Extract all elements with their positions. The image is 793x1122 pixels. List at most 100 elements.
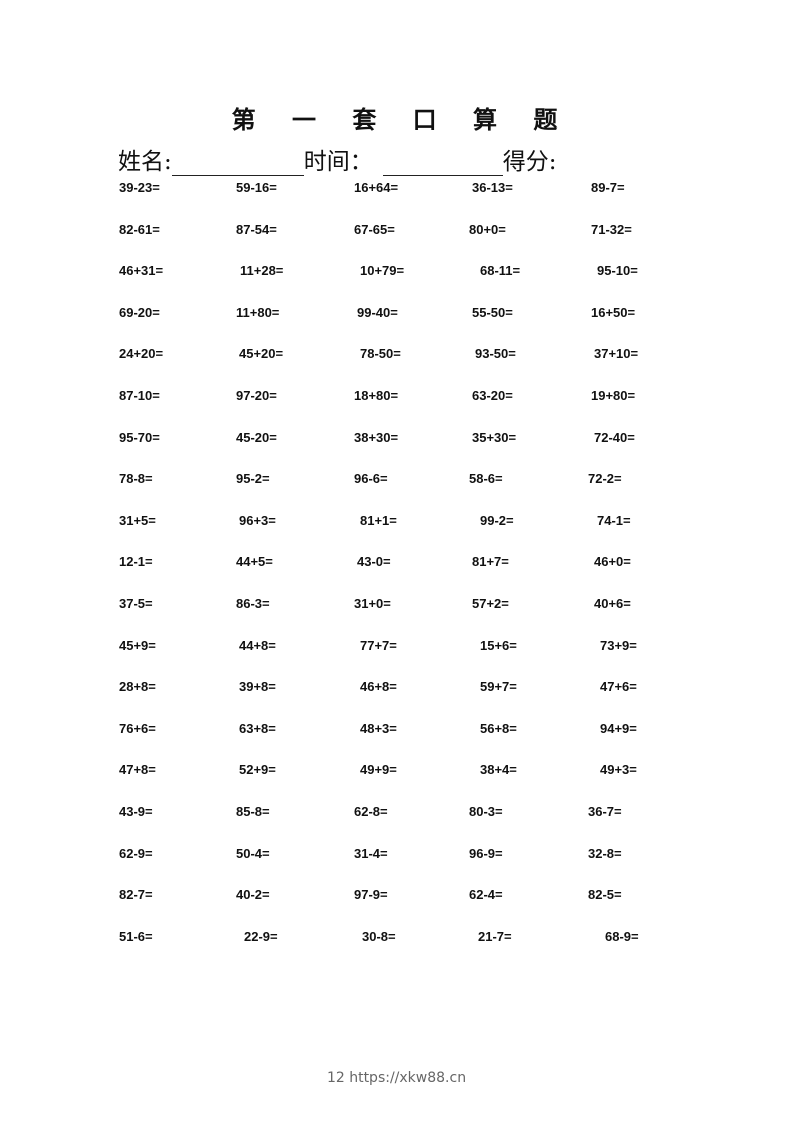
arithmetic-problem: 37+10=	[594, 346, 639, 362]
problem-row: 78-8= 95-2= 96-6= 58-6= 72-2=	[0, 471, 793, 491]
problem-row: 47+8= 52+9= 49+9= 38+4= 49+3=	[0, 762, 793, 782]
time-blank	[382, 151, 503, 176]
arithmetic-problem: 12-1=	[119, 554, 153, 570]
arithmetic-problem: 67-65=	[354, 221, 395, 237]
arithmetic-problem: 93-50=	[475, 346, 516, 362]
arithmetic-problem: 78-50=	[360, 346, 401, 362]
arithmetic-problem: 10+79=	[360, 263, 405, 279]
arithmetic-problem: 40-2=	[236, 887, 270, 903]
arithmetic-problem: 11+28=	[240, 263, 284, 279]
problem-row: 43-9= 85-8= 62-8= 80-3= 36-7=	[0, 804, 793, 824]
problem-row: 62-9= 50-4= 31-4= 96-9= 32-8=	[0, 846, 793, 866]
page-title: 第 一 套 口 算 题	[231, 105, 572, 134]
arithmetic-problem: 95-2=	[236, 471, 270, 487]
arithmetic-problem: 87-54=	[236, 221, 277, 237]
arithmetic-problem: 59-16=	[236, 180, 277, 195]
arithmetic-problem: 11+80=	[236, 304, 280, 320]
name-label: 姓名:	[118, 149, 172, 175]
arithmetic-problem: 36-13=	[472, 180, 513, 195]
arithmetic-problem: 62-8=	[354, 804, 388, 819]
problem-row: 51-6= 22-9= 30-8= 21-7= 68-9=	[0, 929, 793, 949]
arithmetic-problem: 46+8=	[360, 679, 397, 695]
arithmetic-problem: 95-70=	[119, 429, 160, 445]
arithmetic-problem: 46+31=	[119, 263, 164, 279]
arithmetic-problem: 32-8=	[588, 845, 622, 861]
arithmetic-problem: 81+7=	[472, 554, 509, 570]
name-blank	[171, 151, 304, 176]
arithmetic-problem: 72-2=	[588, 471, 622, 487]
arithmetic-problem: 56+8=	[480, 720, 517, 736]
arithmetic-problem: 19+80=	[591, 388, 636, 403]
arithmetic-problem: 45-20=	[236, 429, 277, 445]
arithmetic-problem: 82-7=	[119, 887, 153, 903]
score-label: 得分:	[502, 149, 557, 175]
arithmetic-problem: 68-9=	[605, 928, 639, 944]
arithmetic-problem: 37-5=	[119, 596, 153, 611]
arithmetic-problem: 38+30=	[354, 429, 399, 445]
arithmetic-problem: 77+7=	[360, 637, 397, 653]
arithmetic-problem: 47+8=	[119, 762, 156, 778]
arithmetic-problem: 43-0=	[357, 554, 391, 570]
arithmetic-problem: 96+3=	[239, 512, 276, 528]
arithmetic-problem: 39-23=	[119, 180, 160, 195]
arithmetic-problem: 82-61=	[119, 221, 160, 237]
arithmetic-problem: 49+3=	[600, 762, 637, 778]
problem-row: 82-7= 40-2= 97-9= 62-4= 82-5=	[0, 887, 793, 907]
arithmetic-problem: 94+9=	[600, 720, 637, 736]
arithmetic-problem: 89-7=	[591, 180, 625, 195]
arithmetic-problem: 82-5=	[588, 887, 622, 903]
arithmetic-problem: 30-8=	[362, 928, 396, 944]
arithmetic-problem: 36-7=	[588, 804, 622, 819]
arithmetic-problem: 50-4=	[236, 845, 270, 861]
arithmetic-problem: 49+9=	[360, 762, 397, 778]
problem-row: 39-23= 59-16= 16+64= 36-13= 89-7=	[0, 180, 793, 200]
arithmetic-problem: 31+0=	[354, 596, 391, 611]
arithmetic-problem: 18+80=	[354, 388, 399, 403]
problem-row: 28+8= 39+8= 46+8= 59+7= 47+6=	[0, 679, 793, 699]
arithmetic-problem: 81+1=	[360, 512, 397, 528]
arithmetic-problem: 24+20=	[119, 346, 164, 362]
arithmetic-problem: 16+64=	[354, 180, 399, 195]
problem-row: 82-61= 87-54= 67-65= 80+0= 71-32=	[0, 222, 793, 242]
arithmetic-problem: 51-6=	[119, 928, 153, 944]
arithmetic-problem: 31-4=	[354, 845, 388, 861]
arithmetic-problem: 87-10=	[119, 388, 160, 403]
arithmetic-problem: 15+6=	[480, 637, 517, 653]
arithmetic-problem: 44+5=	[236, 554, 273, 570]
arithmetic-problem: 76+6=	[119, 720, 156, 736]
arithmetic-problem: 62-4=	[469, 887, 503, 903]
arithmetic-problem: 62-9=	[119, 845, 153, 861]
arithmetic-problem: 68-11=	[480, 263, 521, 279]
arithmetic-problem: 95-10=	[597, 263, 638, 279]
arithmetic-problem: 86-3=	[236, 596, 270, 611]
arithmetic-problem: 74-1=	[597, 512, 631, 528]
arithmetic-problem: 21-7=	[478, 928, 512, 944]
arithmetic-problem: 57+2=	[472, 596, 509, 611]
problem-row: 45+9= 44+8= 77+7= 15+6= 73+9=	[0, 638, 793, 658]
arithmetic-problem: 22-9=	[244, 928, 278, 944]
arithmetic-problem: 35+30=	[472, 429, 517, 445]
arithmetic-problem: 63-20=	[472, 388, 513, 403]
time-label: 时间：	[303, 149, 373, 175]
arithmetic-problem: 97-9=	[354, 887, 388, 903]
problem-row: 12-1= 44+5= 43-0= 81+7= 46+0=	[0, 554, 793, 574]
problem-row: 46+31= 11+28= 10+79= 68-11= 95-10=	[0, 263, 793, 283]
arithmetic-problem: 52+9=	[239, 762, 276, 778]
arithmetic-problem: 99-2=	[480, 512, 514, 528]
arithmetic-problem: 16+50=	[591, 304, 636, 320]
problem-row: 37-5= 86-3= 31+0= 57+2= 40+6=	[0, 596, 793, 616]
arithmetic-problem: 31+5=	[119, 512, 156, 528]
problem-row: 95-70= 45-20= 38+30= 35+30= 72-40=	[0, 430, 793, 450]
arithmetic-problem: 39+8=	[239, 679, 276, 695]
arithmetic-problem: 55-50=	[472, 304, 513, 320]
arithmetic-problem: 58-6=	[469, 471, 503, 487]
problem-row: 87-10= 97-20= 18+80= 63-20= 19+80=	[0, 388, 793, 408]
student-info-line: 姓名: 时间： 得分:	[118, 142, 557, 176]
arithmetic-problem: 99-40=	[357, 304, 398, 320]
arithmetic-problem: 38+4=	[480, 762, 517, 778]
arithmetic-problem: 96-6=	[354, 471, 388, 487]
arithmetic-problem: 80+0=	[469, 221, 506, 237]
arithmetic-problem: 96-9=	[469, 845, 503, 861]
arithmetic-problem: 48+3=	[360, 720, 397, 736]
arithmetic-problem: 80-3=	[469, 804, 503, 819]
